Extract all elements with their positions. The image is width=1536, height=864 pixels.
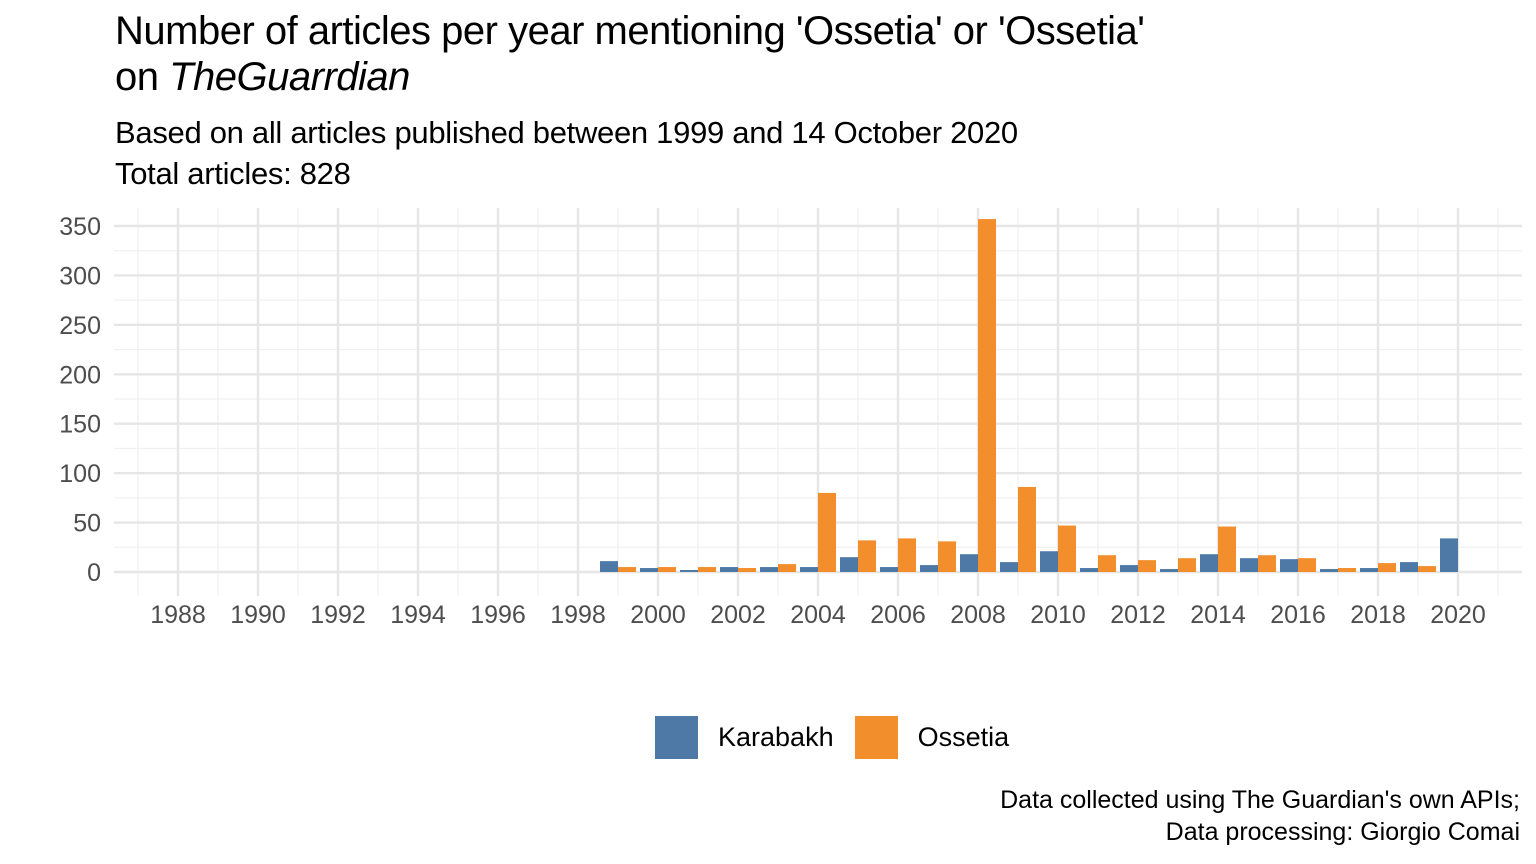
bar-karabakh-2016 [1280, 559, 1298, 572]
x-tick-label: 2012 [1110, 601, 1166, 629]
chart-subtitle-line1: Based on all articles published between … [115, 115, 1018, 150]
bar-karabakh-1999 [600, 561, 618, 572]
legend-key-ossetia [854, 716, 898, 759]
x-tick-label: 1988 [150, 601, 206, 629]
bar-karabakh-2017 [1320, 569, 1338, 572]
x-tick-label: 2008 [950, 601, 1006, 629]
bar-karabakh-2005 [840, 557, 858, 572]
chart-legend: Karabakh Ossetia [655, 716, 1030, 759]
bar-ossetia-2009 [1018, 486, 1036, 572]
bar-ossetia-2012 [1138, 560, 1156, 572]
y-tick-label: 0 [87, 559, 101, 587]
bar-karabakh-2008 [960, 554, 978, 572]
legend-key-karabakh [655, 716, 698, 759]
x-tick-label: 1990 [230, 601, 286, 629]
x-tick-label: 2020 [1430, 601, 1486, 629]
legend-label-karabakh: Karabakh [718, 722, 834, 752]
x-tick-label: 1994 [390, 601, 446, 629]
y-tick-label: 350 [59, 213, 101, 241]
x-tick-label: 1998 [550, 601, 606, 629]
x-tick-label: 2000 [630, 601, 686, 629]
y-tick-label: 150 [59, 411, 101, 439]
bar-karabakh-2019 [1400, 562, 1418, 572]
x-tick-label: 2016 [1270, 601, 1326, 629]
bar-karabakh-2020 [1440, 538, 1458, 572]
bar-karabakh-2006 [880, 567, 898, 572]
bar-ossetia-2001 [698, 567, 716, 572]
bar-ossetia-2005 [858, 540, 876, 572]
bar-ossetia-2015 [1258, 555, 1276, 572]
x-tick-label: 1992 [310, 601, 366, 629]
y-tick-label: 50 [73, 510, 101, 538]
x-tick-label: 2018 [1350, 601, 1406, 629]
bar-ossetia-2011 [1098, 555, 1116, 572]
x-tick-label: 2002 [710, 601, 766, 629]
x-tick-label: 2006 [870, 601, 926, 629]
x-tick-label: 2004 [790, 601, 846, 629]
bar-karabakh-2000 [640, 568, 658, 572]
bar-karabakh-2015 [1240, 558, 1258, 572]
bar-ossetia-2000 [658, 567, 676, 572]
y-tick-label: 250 [59, 312, 101, 340]
bar-ossetia-2008 [978, 219, 996, 572]
chart-subtitle-line2: Total articles: 828 [115, 156, 351, 191]
bar-karabakh-2014 [1200, 554, 1218, 572]
bar-ossetia-2003 [778, 564, 796, 572]
bar-ossetia-1999 [618, 567, 636, 572]
bar-ossetia-2013 [1178, 558, 1196, 572]
chart-title-line2-prefix: on [115, 55, 170, 99]
x-tick-label: 2014 [1190, 601, 1246, 629]
y-tick-label: 200 [59, 361, 101, 389]
bar-karabakh-2011 [1080, 568, 1098, 572]
chart-title-line2: on TheGuarrdian [115, 54, 1144, 100]
bar-ossetia-2002 [738, 568, 756, 572]
chart-caption: Data collected using The Guardian's own … [1000, 784, 1520, 848]
chart-title-line2-italic: TheGuarrdian [169, 55, 410, 99]
legend-label-ossetia: Ossetia [917, 722, 1010, 752]
bar-karabakh-2010 [1040, 551, 1058, 572]
bar-karabakh-2001 [680, 570, 698, 572]
bar-ossetia-2004 [818, 492, 836, 572]
bar-karabakh-2013 [1160, 569, 1178, 572]
bar-karabakh-2003 [760, 567, 778, 572]
bar-ossetia-2019 [1418, 566, 1436, 572]
bar-karabakh-2007 [920, 565, 938, 572]
bar-ossetia-2018 [1378, 563, 1396, 572]
x-tick-label: 1996 [470, 601, 526, 629]
bar-karabakh-2012 [1120, 565, 1138, 572]
chart-caption-line2: Data processing: Giorgio Comai [1165, 818, 1520, 846]
bar-ossetia-2007 [938, 541, 956, 572]
y-tick-label: 100 [59, 460, 101, 488]
bar-ossetia-2006 [898, 538, 916, 572]
bar-karabakh-2009 [1000, 562, 1018, 572]
bar-karabakh-2018 [1360, 568, 1378, 572]
chart-title: Number of articles per year mentioning '… [115, 8, 1145, 100]
bar-ossetia-2010 [1058, 525, 1076, 572]
chart-title-line1: Number of articles per year mentioning '… [115, 9, 1145, 53]
legend-item-ossetia: Ossetia [854, 716, 1010, 759]
chart-subtitle: Based on all articles published between … [115, 112, 1018, 194]
x-tick-label: 2010 [1030, 601, 1086, 629]
bar-karabakh-2002 [720, 567, 738, 572]
bar-karabakh-2004 [800, 567, 818, 572]
bar-ossetia-2017 [1338, 568, 1356, 572]
bar-ossetia-2014 [1218, 526, 1236, 572]
chart-caption-line1: Data collected using The Guardian's own … [1000, 786, 1520, 814]
bar-ossetia-2016 [1298, 558, 1316, 572]
legend-item-karabakh: Karabakh [655, 716, 834, 759]
y-tick-label: 300 [59, 262, 101, 290]
